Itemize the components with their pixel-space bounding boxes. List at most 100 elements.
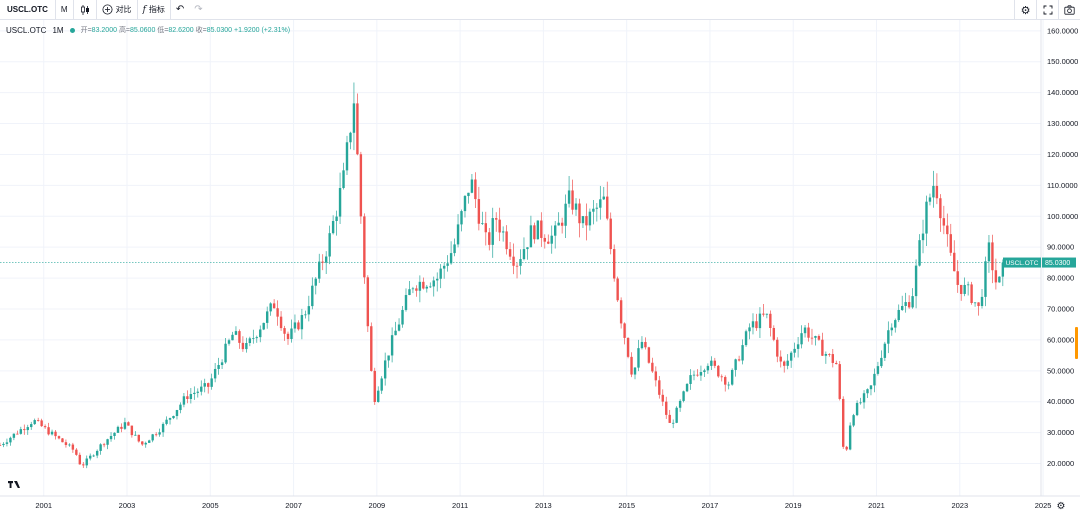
candle-body: [109, 436, 113, 440]
price-tick-label: 60.0000: [1047, 335, 1074, 344]
candle-body: [783, 361, 786, 366]
candle-body: [373, 370, 376, 402]
candle-body: [966, 284, 970, 286]
candle-body: [227, 340, 231, 344]
candle-body: [592, 208, 595, 212]
price-scale: 20.0000 30.0000 40.0000 50.0000 60.0000 70.00…: [1047, 26, 1078, 468]
candle-body: [925, 201, 928, 234]
candle-body: [880, 357, 883, 367]
indicators-button[interactable]: f 指标: [138, 0, 171, 20]
candle-body: [75, 449, 78, 455]
candle-body: [852, 415, 855, 426]
candle-body: [234, 331, 238, 335]
fullscreen-button[interactable]: [1036, 0, 1058, 20]
candle-body: [554, 225, 557, 236]
candle-body: [283, 328, 286, 334]
candle-body: [141, 441, 144, 445]
candle-body: [911, 296, 914, 308]
redo-button[interactable]: ↷: [189, 0, 207, 20]
candle-body: [991, 242, 994, 271]
candle-body: [318, 261, 321, 279]
undo-button[interactable]: ↶: [171, 0, 189, 20]
scale-settings-icon: ⚙: [1057, 501, 1066, 512]
tradingview-logo: [8, 481, 20, 488]
candle-body: [92, 455, 95, 457]
symbol-search-button[interactable]: USCL.OTC: [0, 0, 56, 20]
price-tick-label: 20.0000: [1047, 459, 1074, 468]
candle-body: [529, 225, 533, 248]
candle-body: [179, 404, 182, 411]
candle-body: [425, 286, 429, 289]
screenshot-button[interactable]: [1058, 0, 1080, 20]
candle-body: [675, 407, 678, 423]
candle-body: [154, 434, 158, 436]
candle-body: [352, 103, 356, 133]
candle-body: [342, 170, 345, 189]
candle-body: [588, 211, 592, 226]
candle-body: [644, 341, 647, 348]
candle-body: [418, 281, 422, 291]
candle-body: [453, 244, 456, 254]
candle-body: [845, 446, 848, 450]
chart-style-button[interactable]: [74, 0, 97, 20]
candle-body: [120, 426, 123, 429]
candle-body: [585, 216, 588, 226]
redo-icon: ↷: [194, 4, 203, 15]
candle-body: [703, 370, 706, 373]
time-tick-label: 2001: [35, 501, 52, 510]
candle-body: [137, 434, 140, 442]
price-tag-symbol: USCL.OTC: [1006, 260, 1039, 267]
candle-body: [914, 265, 918, 297]
price-tick-label: 130.0000: [1047, 119, 1078, 128]
candle-body: [665, 401, 668, 415]
candle-body: [973, 302, 977, 304]
candle-body: [1001, 262, 1005, 277]
candle-body: [460, 211, 463, 225]
candle-body: [744, 331, 748, 346]
candle-body: [106, 439, 109, 445]
candle-body: [984, 261, 987, 297]
candle-body: [130, 425, 134, 436]
candle-body: [630, 356, 633, 375]
candle-body: [692, 374, 696, 376]
candle-body: [307, 306, 311, 315]
price-tick-label: 30.0000: [1047, 428, 1074, 437]
candle-body: [956, 271, 959, 285]
candle-body: [671, 422, 675, 424]
time-tick-label: 2017: [702, 501, 719, 510]
candle-body: [734, 359, 737, 370]
candle-body: [543, 237, 546, 242]
time-scale: 2001 2003 2005 2007 2009 2011 2013 2015 2017 2019…: [35, 501, 1051, 510]
candle-body: [186, 396, 189, 399]
candle-body: [668, 414, 671, 423]
price-tick-label: 90.0000: [1047, 243, 1074, 252]
candle-body: [349, 132, 352, 143]
candle-body: [23, 429, 26, 431]
candle-body: [810, 337, 814, 339]
candle-body: [338, 188, 342, 217]
candle-body: [9, 437, 12, 443]
time-tick-label: 2011: [452, 501, 468, 510]
candle-body: [907, 302, 911, 308]
candle-body: [2, 443, 5, 446]
candle-body: [269, 303, 272, 312]
candle-body: [134, 434, 137, 436]
time-tick-label: 2019: [785, 501, 802, 510]
candle-body: [547, 241, 550, 244]
candle-body: [484, 223, 487, 233]
candle-body: [272, 303, 276, 309]
candle-body: [536, 220, 540, 240]
candle-body: [245, 343, 248, 350]
candle-body: [331, 221, 335, 234]
settings-button[interactable]: ⚙: [1014, 0, 1036, 20]
candle-body: [730, 369, 734, 385]
interval-button[interactable]: M: [56, 0, 74, 20]
time-tick-label: 2009: [368, 501, 385, 510]
candle-body: [5, 442, 9, 444]
compare-button[interactable]: 对比: [97, 0, 138, 20]
candle-body: [311, 285, 314, 307]
candle-body: [921, 233, 925, 241]
candle-body: [33, 420, 36, 425]
candle-body: [477, 199, 481, 224]
